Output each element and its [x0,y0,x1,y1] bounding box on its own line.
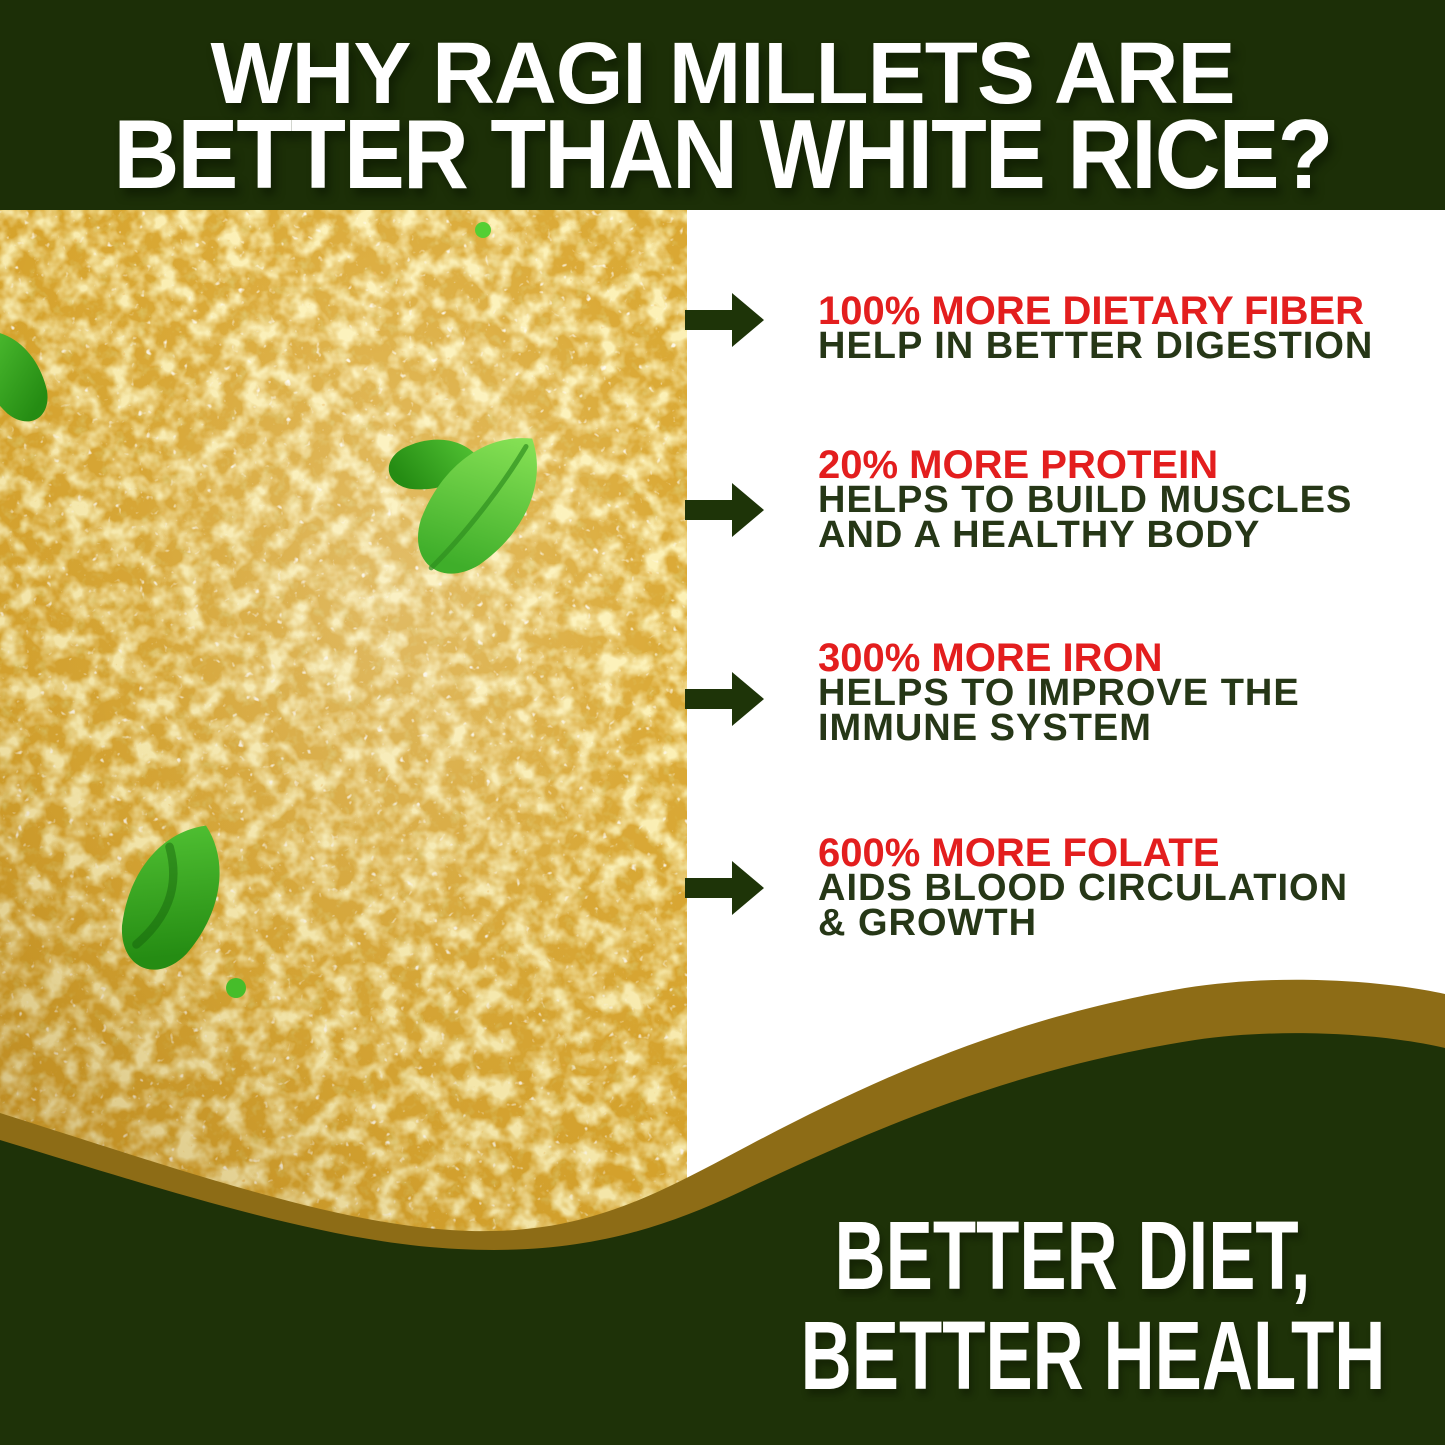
benefit-description-line: AIDS BLOOD CIRCULATION [818,867,1349,909]
footer-tagline-line1: BETTER DIET, [834,1201,1311,1310]
poster-title-line2: BETTER THAN WHITE RICE? [113,99,1334,209]
leaf-speck [475,222,491,238]
benefit-description-line: HELPS TO BUILD MUSCLES [818,479,1353,521]
benefit-item-protein: 20% MORE PROTEIN HELPS TO BUILD MUSCLES … [818,443,1353,556]
leaf-icon [418,438,537,574]
benefit-headline: 300% MORE IRON [818,636,1163,680]
benefit-headline: 600% MORE FOLATE [818,831,1220,875]
leaf-speck [226,978,246,998]
benefit-description-line: AND A HEALTHY BODY [818,514,1261,556]
benefit-item-iron: 300% MORE IRON HELPS TO IMPROVE THE IMMU… [818,636,1300,749]
porridge-texture [0,210,687,1270]
leaf-icon [0,330,48,422]
arrow-right-icon [685,672,764,726]
benefit-description-line: HELPS TO IMPROVE THE [818,672,1300,714]
arrow-right-icon [685,293,764,347]
benefit-description-line: IMMUNE SYSTEM [818,707,1152,749]
footer-tagline-line2: BETTER HEALTH [800,1301,1386,1410]
poster-title-line1: WHY RAGI MILLETS ARE [210,25,1236,122]
footer-tagline: BETTER DIET, BETTER HEALTH [700,1206,1445,1406]
benefit-headline: 20% MORE PROTEIN [818,443,1219,487]
benefit-item-folate: 600% MORE FOLATE AIDS BLOOD CIRCULATION … [818,831,1349,944]
header-band: WHY RAGI MILLETS ARE BETTER THAN WHITE R… [0,0,1445,210]
leaf-icon [122,825,220,970]
arrow-right-icon [685,483,764,537]
arrow-right-icon [685,861,764,915]
benefit-item-fiber: 100% MORE DIETARY FIBER HELP IN BETTER D… [818,289,1374,367]
benefit-description-line: HELP IN BETTER DIGESTION [818,325,1374,367]
millet-porridge-photo [0,210,687,1270]
benefit-headline: 100% MORE DIETARY FIBER [818,289,1365,333]
benefit-description-line: & GROWTH [818,902,1038,944]
